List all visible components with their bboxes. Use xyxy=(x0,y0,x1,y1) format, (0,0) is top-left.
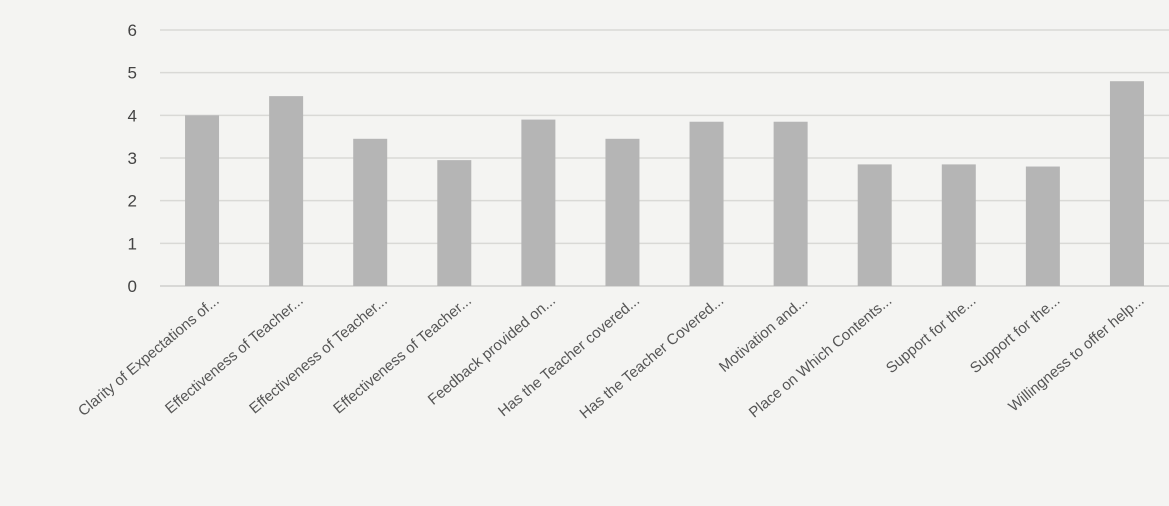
x-category-label: Place on Which Contents... xyxy=(746,292,896,421)
bar xyxy=(1025,166,1060,286)
bar xyxy=(605,138,640,286)
bar xyxy=(773,121,808,286)
x-category-label: Effectiveness of Teacher... xyxy=(330,292,475,417)
x-category-label: Has the Teacher Covered... xyxy=(577,292,728,422)
bar xyxy=(437,160,472,286)
bar xyxy=(1109,81,1144,286)
y-tick-label: 6 xyxy=(128,21,137,40)
bar xyxy=(353,138,388,286)
y-tick-label: 2 xyxy=(128,192,137,211)
y-tick-label: 5 xyxy=(128,64,137,83)
bar xyxy=(521,119,556,286)
x-category-label: Motivation and... xyxy=(716,292,811,376)
y-tick-label: 0 xyxy=(128,277,137,296)
gridlines xyxy=(160,29,1169,287)
bar xyxy=(941,164,976,286)
y-tick-label: 1 xyxy=(128,234,137,253)
x-category-label: Support for the... xyxy=(883,292,980,377)
bars xyxy=(185,81,1144,286)
bar xyxy=(689,121,724,286)
y-axis-tick-labels: 0 1 2 3 4 5 6 xyxy=(128,21,137,296)
x-category-label: Support for the... xyxy=(967,292,1064,377)
y-tick-label: 4 xyxy=(128,106,137,125)
x-category-label: Clarity of Expectations of... xyxy=(75,292,223,420)
x-category-label: Willingness to offer help... xyxy=(1005,292,1147,415)
x-category-label: Effectiveness of Teacher... xyxy=(246,292,391,417)
y-tick-label: 3 xyxy=(128,149,137,168)
bar xyxy=(269,96,304,286)
x-category-label: Has the Teacher covered... xyxy=(495,292,643,420)
x-category-label: Effectiveness of Teacher... xyxy=(162,292,307,417)
bar xyxy=(185,115,220,286)
x-axis-category-labels: Clarity of Expectations of...Effectivene… xyxy=(75,292,1148,422)
bar xyxy=(857,164,892,286)
